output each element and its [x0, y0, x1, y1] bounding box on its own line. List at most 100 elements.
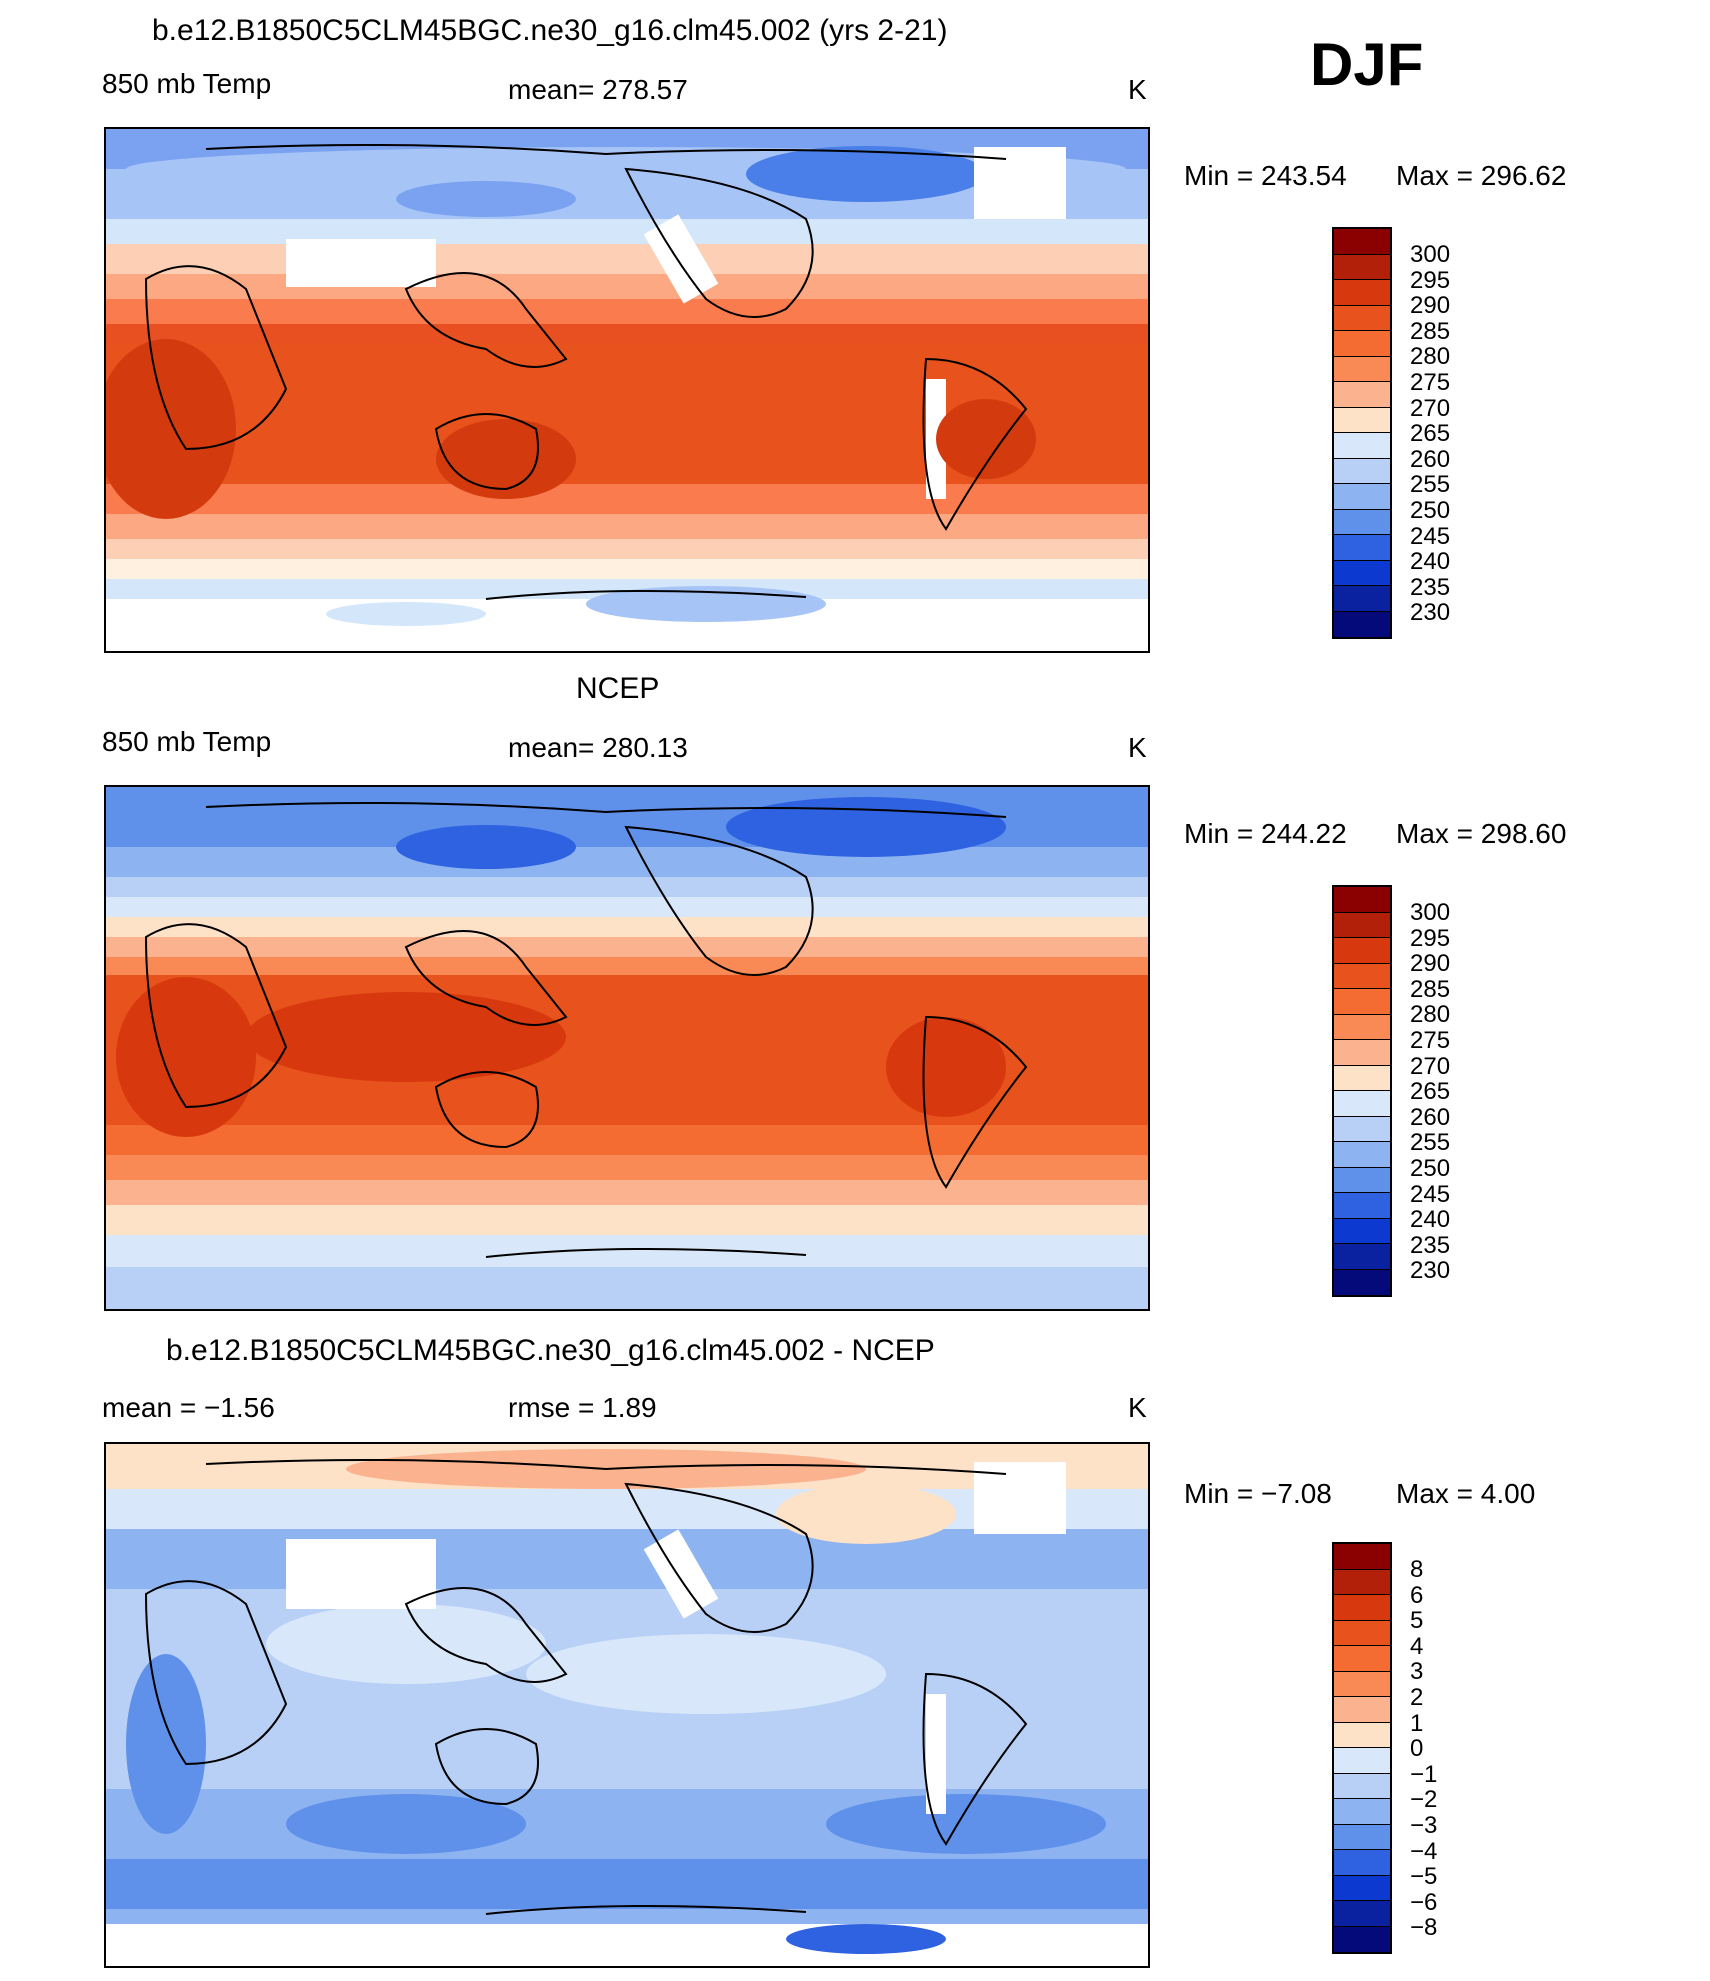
panel1-colorbar-swatch	[1334, 433, 1390, 459]
panel1-colorbar-swatch	[1334, 535, 1390, 561]
panel2-colorbar-swatch	[1334, 1269, 1390, 1295]
panel3-max-label: Max = 4.00	[1396, 1478, 1536, 1509]
panel2-colorbar-label: 245	[1410, 1181, 1451, 1208]
panel3-colorbar-swatch	[1334, 1926, 1390, 1952]
panel3-colorbar-label: 5	[1410, 1607, 1424, 1634]
panel2-colorbar-label: 290	[1410, 950, 1451, 977]
panel2-variable-label: 850 mb Temp	[102, 726, 272, 757]
panel3-colorbar-label: 6	[1410, 1582, 1424, 1609]
panel2-colorbar-label: 235	[1410, 1232, 1451, 1259]
panel2-colorbar-label: 240	[1410, 1206, 1451, 1233]
panel1-colorbar-swatch	[1334, 356, 1390, 382]
panel1-colorbar-label: 295	[1410, 267, 1451, 294]
panel3-colorbar-label: −6	[1410, 1889, 1438, 1916]
panel2-colorbar-swatch	[1334, 1116, 1390, 1142]
panel1-colorbar-labels: 300 295 290 285 280 275 270 265 260 255 …	[1410, 241, 1490, 625]
panel1-colorbar-swatch	[1334, 382, 1390, 408]
panel1-max-label: Max = 296.62	[1396, 160, 1567, 191]
panel2-colorbar-label: 230	[1410, 1257, 1451, 1284]
panel2-colorbar-swatch	[1334, 1065, 1390, 1091]
panel3-colorbar-swatch	[1334, 1799, 1390, 1825]
panel3-colorbar-label: 1	[1410, 1710, 1424, 1737]
panel3-colorbar-swatch	[1334, 1646, 1390, 1672]
panel1-colorbar-swatch	[1334, 305, 1390, 331]
panel1-colorbar-swatch	[1334, 407, 1390, 433]
panel3-colorbar-label: −5	[1410, 1863, 1438, 1890]
panel3-colorbar-label: −4	[1410, 1838, 1438, 1865]
panel3-colorbar-boxes	[1334, 1544, 1390, 1952]
panel3-colorbar-swatch	[1334, 1875, 1390, 1901]
panel1-colorbar-label: 270	[1410, 395, 1451, 422]
panel2-colorbar-label: 255	[1410, 1129, 1451, 1156]
panel3-colorbar-swatch	[1334, 1671, 1390, 1697]
panel1-colorbar-label: 290	[1410, 292, 1451, 319]
panel2-colorbar-swatch	[1334, 1014, 1390, 1040]
panel3-rmse-label: rmse = 1.89	[508, 1392, 657, 1423]
panel3-colorbar-swatch	[1334, 1620, 1390, 1646]
panel3-colorbar-label: 2	[1410, 1684, 1424, 1711]
panel1-colorbar-label: 280	[1410, 343, 1451, 370]
panel2-colorbar-swatch	[1334, 887, 1390, 913]
panel1-colorbar-swatch	[1334, 254, 1390, 280]
panel1-colorbar	[1332, 227, 1392, 639]
panel2-colorbar-label: 285	[1410, 976, 1451, 1003]
panel1-colorbar-boxes	[1334, 229, 1390, 637]
panel3-colorbar-swatch	[1334, 1748, 1390, 1774]
panel2-colorbar-label: 280	[1410, 1001, 1451, 1028]
panel2-map	[104, 785, 1150, 1311]
panel3-colorbar-label: −1	[1410, 1761, 1438, 1788]
panel3-colorbar	[1332, 1542, 1392, 1954]
panel2-colorbar-label: 265	[1410, 1078, 1451, 1105]
panel2-colorbar-swatch	[1334, 912, 1390, 938]
panel2-colorbar-label: 250	[1410, 1155, 1451, 1182]
panel1-colorbar-swatch	[1334, 229, 1390, 255]
panel1-colorbar-label: 260	[1410, 446, 1451, 473]
panel3-colorbar-swatch	[1334, 1850, 1390, 1876]
panel2-colorbar-label: 270	[1410, 1053, 1451, 1080]
panel1-variable-label: 850 mb Temp	[102, 68, 272, 99]
panel3-colorbar-label: 8	[1410, 1556, 1424, 1583]
panel3-colorbar-swatch	[1334, 1569, 1390, 1595]
panel1-map	[104, 127, 1150, 653]
panel3-colorbar-swatch	[1334, 1595, 1390, 1621]
panel3-colorbar-label: −2	[1410, 1786, 1438, 1813]
panel1-colorbar-label: 250	[1410, 497, 1451, 524]
panel1-colorbar-label: 285	[1410, 318, 1451, 345]
panel3-title: b.e12.B1850C5CLM45BGC.ne30_g16.clm45.002…	[166, 1334, 935, 1367]
panel1-colorbar-swatch	[1334, 458, 1390, 484]
panel1-mean-label: mean= 278.57	[508, 74, 688, 105]
panel2-colorbar-swatch	[1334, 1193, 1390, 1219]
panel3-colorbar-label: 0	[1410, 1735, 1424, 1762]
panel1-colorbar-swatch	[1334, 484, 1390, 510]
panel3-colorbar-swatch	[1334, 1544, 1390, 1570]
season-label: DJF	[1310, 31, 1424, 98]
panel2-colorbar-swatch	[1334, 1091, 1390, 1117]
panel2-colorbar-label: 300	[1410, 899, 1451, 926]
panel2-colorbar-label: 295	[1410, 925, 1451, 952]
panel1-title: b.e12.B1850C5CLM45BGC.ne30_g16.clm45.002…	[152, 14, 948, 47]
panel2-colorbar-swatch	[1334, 938, 1390, 964]
panel3-map	[104, 1442, 1150, 1968]
panel3-colorbar-swatch	[1334, 1901, 1390, 1927]
panel1-colorbar-swatch	[1334, 586, 1390, 612]
panel1-min-label: Min = 243.54	[1184, 160, 1347, 191]
panel2-max-label: Max = 298.60	[1396, 818, 1567, 849]
panel2-colorbar-label: 275	[1410, 1027, 1451, 1054]
panel1-colorbar-label: 240	[1410, 548, 1451, 575]
panel1-colorbar-swatch	[1334, 280, 1390, 306]
panel3-mean-label: mean = −1.56	[102, 1392, 275, 1423]
panel1-colorbar-label: 245	[1410, 523, 1451, 550]
panel1-colorbar-swatch	[1334, 331, 1390, 357]
panel1-colorbar-label: 275	[1410, 369, 1451, 396]
panel3-colorbar-swatch	[1334, 1722, 1390, 1748]
panel2-colorbar-labels: 300 295 290 285 280 275 270 265 260 255 …	[1410, 899, 1490, 1284]
panel2-colorbar-swatch	[1334, 1142, 1390, 1168]
panel1-colorbar-label: 300	[1410, 241, 1451, 268]
panel3-colorbar-label: 3	[1410, 1658, 1424, 1685]
panel3-colorbar-label: −3	[1410, 1812, 1438, 1839]
panel2-colorbar-label: 260	[1410, 1104, 1451, 1131]
panel3-colorbar-swatch	[1334, 1697, 1390, 1723]
panel2-colorbar-swatch	[1334, 963, 1390, 989]
panel3-colorbar-labels: 8 6 5 4 3 2 1 0 −1 −2 −3 −4 −5 −6 −8	[1410, 1556, 1490, 1940]
panel1-colorbar-swatch	[1334, 509, 1390, 535]
